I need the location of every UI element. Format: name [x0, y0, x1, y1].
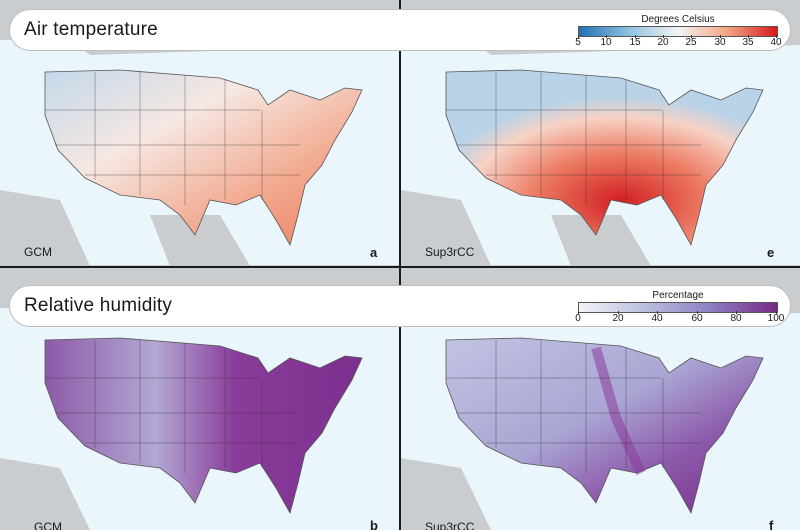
legend-tick-label: 20 — [657, 37, 669, 48]
legend-tick — [578, 311, 579, 314]
legend-tick — [720, 35, 721, 38]
model-label: GCM — [34, 520, 62, 530]
legend-tick-label: 40 — [651, 313, 663, 324]
panel-letter: e — [767, 245, 775, 260]
legend-tick-label: 20 — [612, 313, 624, 324]
legend-tick-label: 5 — [575, 37, 581, 48]
legend-tick — [748, 35, 749, 38]
colorbar-legend-humidity: Percentage 0 20 40 60 80 100 — [568, 290, 788, 324]
legend-tick — [736, 311, 737, 314]
legend-title: Degrees Celsius — [641, 14, 715, 25]
legend-tick — [776, 35, 777, 38]
row-banner-relative-humidity: Relative humidity Percentage 0 20 40 60 … — [10, 286, 790, 326]
legend-tick-label: 10 — [600, 37, 612, 48]
legend-tick-label: 35 — [742, 37, 754, 48]
legend-tick — [691, 35, 692, 38]
colorbar — [578, 26, 778, 37]
legend-tick-label: 80 — [730, 313, 742, 324]
legend-tick — [697, 311, 698, 314]
row-banner-air-temperature: Air temperature Degrees Celsius 5 10 15 … — [10, 10, 790, 50]
panel-letter: a — [370, 245, 378, 260]
legend-tick — [635, 35, 636, 38]
colorbar — [578, 302, 778, 313]
legend-tick — [657, 311, 658, 314]
legend-tick — [663, 35, 664, 38]
legend-tick — [578, 35, 579, 38]
legend-tick — [618, 311, 619, 314]
model-label: GCM — [24, 245, 52, 259]
panel-letter: f — [769, 518, 774, 530]
model-label: Sup3rCC — [425, 520, 475, 530]
legend-tick — [776, 311, 777, 314]
panel-divider-horizontal — [0, 266, 800, 268]
legend-tick-label: 60 — [691, 313, 703, 324]
legend-tick — [606, 35, 607, 38]
panel-divider-vertical — [399, 0, 401, 530]
legend-tick-label: 0 — [575, 313, 581, 324]
legend-tick-label: 25 — [685, 37, 697, 48]
banner-title: Air temperature — [24, 19, 158, 40]
banner-title: Relative humidity — [24, 295, 173, 316]
legend-tick-label: 40 — [770, 37, 782, 48]
colorbar-legend-temperature: Degrees Celsius 5 10 15 20 25 30 35 40 — [568, 14, 788, 48]
legend-tick-label: 30 — [714, 37, 726, 48]
model-label: Sup3rCC — [425, 245, 475, 259]
legend-title: Percentage — [652, 290, 704, 301]
legend-tick-label: 100 — [767, 313, 785, 324]
legend-tick-label: 15 — [629, 37, 641, 48]
panel-letter: b — [370, 518, 378, 530]
